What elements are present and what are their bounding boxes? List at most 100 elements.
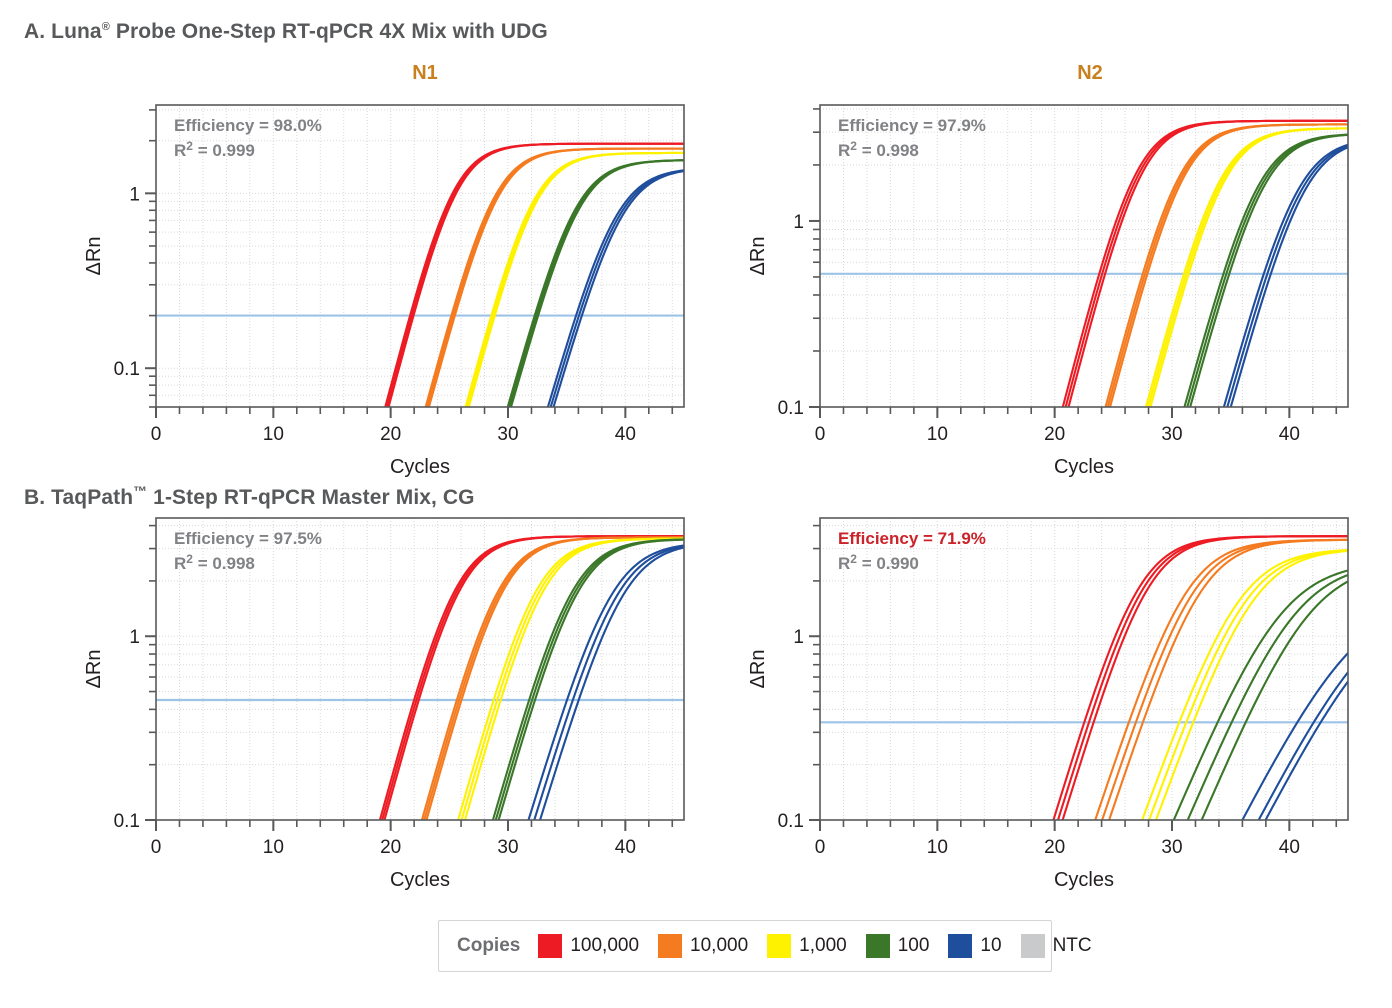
legend-swatch — [658, 934, 683, 958]
x-axis: 0 10 20 30 40 — [815, 820, 1338, 858]
curve-1000-rep2 — [1147, 549, 1348, 820]
curve-100-rep1 — [491, 538, 684, 820]
curve-10000-rep3 — [427, 147, 684, 407]
curve-10000-rep1 — [424, 147, 684, 407]
curve-10-rep1 — [1222, 143, 1348, 407]
legend-swatch — [948, 934, 973, 958]
r-squared-annotation: R2 = 0.999 — [174, 139, 255, 160]
chart-panel-a-n2: 0 10 20 30 40 1 0.1 Cycles ΔRn Efficiency = 97.9%… — [742, 95, 1362, 485]
curve-10-rep2 — [533, 545, 684, 820]
x-axis: 0 10 20 30 40 — [151, 407, 674, 445]
curve-100-rep1 — [506, 159, 684, 407]
curve-100-rep2 — [508, 159, 684, 407]
x-tick-label: 40 — [615, 837, 636, 858]
x-tick-label: 0 — [815, 424, 826, 445]
legend: Copies 100,000 10,000 1,000 100 10 NTC — [438, 920, 1092, 972]
curve-100-rep2 — [1186, 133, 1348, 407]
x-axis-title: Cycles — [390, 869, 450, 891]
plot-frame — [155, 517, 685, 821]
curve-1000-rep3 — [1154, 549, 1348, 820]
curve-1000-rep3 — [467, 151, 684, 407]
curve-1000-rep1 — [1141, 548, 1348, 820]
curve-10000-rep1 — [420, 536, 684, 820]
legend-item-ntc[interactable]: NTC — [1020, 934, 1092, 958]
section-b-product: TaqPath — [51, 486, 134, 509]
curve-100000-rep3 — [1067, 119, 1348, 407]
curve-100-rep1 — [1183, 133, 1348, 407]
x-axis: 0 10 20 30 40 — [151, 820, 674, 858]
curve-1000-rep3 — [1149, 127, 1348, 407]
y-tick-label: 0.1 — [114, 359, 140, 380]
curve-10-rep3 — [1264, 680, 1348, 820]
curve-10-rep1 — [527, 544, 684, 820]
curve-100-rep1 — [1172, 569, 1348, 820]
section-a-rest: Probe One-Step RT-qPCR 4X Mix with UDG — [109, 20, 548, 43]
x-tick-label: 0 — [151, 837, 162, 858]
legend-item-10000[interactable]: 10,000 — [658, 934, 748, 958]
legend-label: NTC — [1052, 935, 1092, 956]
curve-100000-rep1 — [378, 535, 684, 820]
curve-10000-rep2 — [426, 147, 684, 407]
r-squared-annotation: R2 = 0.990 — [838, 552, 919, 573]
gridlines — [156, 518, 684, 821]
legend-swatch — [865, 934, 890, 958]
curve-10000-rep3 — [425, 536, 684, 820]
legend-item-10[interactable]: 10 — [948, 934, 1002, 958]
legend-item-100[interactable]: 100 — [865, 934, 930, 958]
curve-100000-rep2 — [1056, 535, 1348, 820]
legend-item-100000[interactable]: 100,000 — [538, 934, 639, 958]
x-tick-label: 30 — [497, 837, 518, 858]
curve-10-rep2 — [549, 169, 684, 407]
y-tick-label: 0.1 — [778, 811, 804, 832]
y-axis-title: ΔRn — [747, 237, 769, 276]
y-tick-label: 1 — [793, 627, 804, 648]
gridlines — [820, 105, 1348, 408]
x-tick-label: 40 — [615, 424, 636, 445]
x-tick-label: 0 — [815, 837, 826, 858]
curve-100-rep3 — [509, 159, 684, 407]
curve-100000-rep3 — [383, 535, 684, 820]
curves — [384, 142, 684, 407]
curve-10000-rep3 — [1108, 538, 1348, 820]
efficiency-annotation: Efficiency = 98.0% — [174, 116, 322, 135]
trademark-mark-icon: ™ — [133, 483, 148, 499]
section-heading-a: A. Luna® Probe One-Step RT-qPCR 4X Mix w… — [24, 20, 548, 44]
curve-1000-rep2 — [460, 537, 684, 820]
legend-swatch — [538, 934, 563, 958]
legend-item-1000[interactable]: 1,000 — [767, 934, 847, 958]
curves — [1061, 119, 1348, 407]
curve-10-rep2 — [1226, 144, 1348, 407]
legend-label: 100 — [897, 935, 930, 956]
curve-1000-rep1 — [464, 151, 684, 407]
curve-100-rep2 — [1186, 573, 1348, 820]
section-a-prefix: A. — [24, 20, 46, 43]
legend-label: 1,000 — [799, 935, 847, 956]
efficiency-annotation: Efficiency = 97.5% — [174, 529, 322, 548]
curves — [378, 535, 684, 820]
y-tick-label: 1 — [793, 212, 804, 233]
curve-10000-rep3 — [1108, 123, 1348, 407]
efficiency-annotation: Efficiency = 97.9% — [838, 116, 986, 135]
section-b-prefix: B. — [24, 486, 46, 509]
x-tick-label: 10 — [927, 837, 948, 858]
curves — [1052, 535, 1348, 820]
curve-10-rep1 — [1241, 652, 1348, 820]
y-axis: 10.1 — [114, 109, 156, 408]
y-axis-title: ΔRn — [83, 650, 105, 689]
curve-10-rep3 — [1229, 146, 1348, 407]
legend-label: 10 — [980, 935, 1002, 956]
y-axis-title: ΔRn — [83, 237, 105, 276]
curve-100-rep3 — [497, 538, 684, 820]
y-axis: 10.1 — [778, 524, 820, 832]
x-tick-label: 10 — [263, 424, 284, 445]
curve-1000-rep1 — [457, 537, 684, 820]
x-tick-label: 10 — [263, 837, 284, 858]
curve-10-rep3 — [552, 170, 684, 407]
curve-10-rep3 — [538, 546, 684, 820]
chart-panel-b-n1: 0 10 20 30 40 1 0.1 Cycles ΔRn Efficiency = 97.5%… — [78, 508, 698, 898]
y-axis: 10.1 — [114, 524, 156, 832]
x-tick-label: 40 — [1279, 424, 1300, 445]
legend-label: 100,000 — [570, 935, 640, 956]
curve-100-rep3 — [1189, 133, 1348, 407]
